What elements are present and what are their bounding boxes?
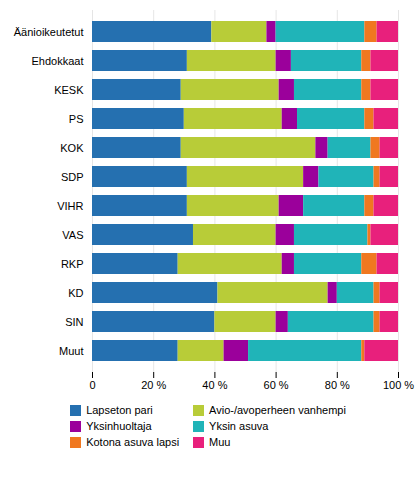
svg-text:40 %: 40 % xyxy=(202,379,227,391)
svg-text:KESK: KESK xyxy=(54,84,84,96)
html-text:Muu: Muu xyxy=(209,436,231,448)
svg-text:PS: PS xyxy=(69,113,84,125)
svg-text:SIN: SIN xyxy=(65,316,83,328)
html-text:Yksinhuoltaja: Yksinhuoltaja xyxy=(86,420,152,432)
svg-text:Äänioikeutetut: Äänioikeutetut xyxy=(14,26,84,38)
svg-text:Ehdokkaat: Ehdokkaat xyxy=(32,55,84,67)
svg-text:20 %: 20 % xyxy=(141,379,166,391)
svg-text:VIHR: VIHR xyxy=(57,200,83,212)
svg-text:100 %: 100 % xyxy=(383,379,414,391)
html-text:Kotona asuva lapsi: Kotona asuva lapsi xyxy=(86,436,180,448)
svg-text:80 %: 80 % xyxy=(325,379,350,391)
svg-text:RKP: RKP xyxy=(61,258,84,270)
svg-text:Muut: Muut xyxy=(59,345,83,357)
html-text:Yksin asuva: Yksin asuva xyxy=(209,420,269,432)
html-text:Avio-/avoperheen vanhempi: Avio-/avoperheen vanhempi xyxy=(209,404,346,416)
svg-text:0: 0 xyxy=(89,379,95,391)
svg-text:KOK: KOK xyxy=(60,142,84,154)
svg-text:VAS: VAS xyxy=(62,229,83,241)
svg-text:SDP: SDP xyxy=(61,171,84,183)
html-text:Lapseton pari: Lapseton pari xyxy=(86,404,153,416)
svg-text:60 %: 60 % xyxy=(264,379,289,391)
svg-text:KD: KD xyxy=(68,287,83,299)
